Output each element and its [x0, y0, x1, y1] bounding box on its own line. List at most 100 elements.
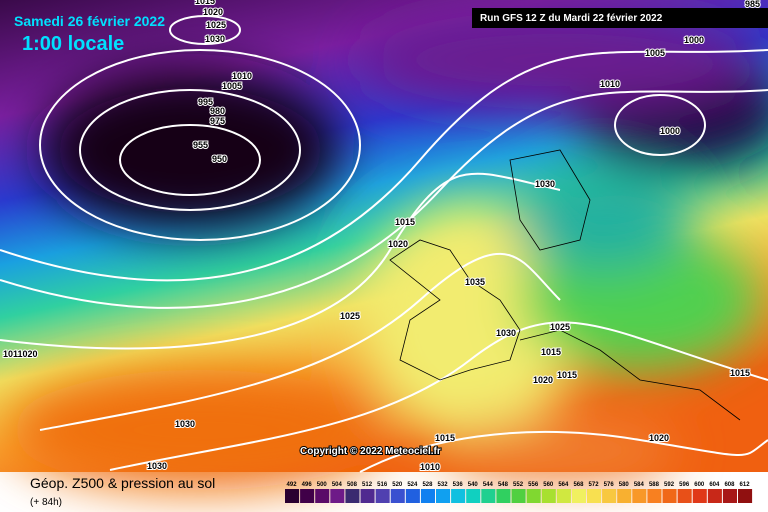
colorbar-cell	[677, 489, 692, 503]
colorbar-cell	[300, 489, 315, 503]
local-time: 1:00 locale	[22, 33, 124, 55]
isobar-label: 995	[198, 97, 213, 107]
colorbar-label: 496	[302, 482, 313, 488]
footer-title: Géop. Z500 & pression au sol	[30, 475, 215, 491]
colorbar-cell	[375, 489, 390, 503]
lead-time: (+ 84h)	[30, 497, 62, 508]
colorbar-label: 560	[543, 482, 554, 488]
colorbar-label: 600	[694, 482, 705, 488]
colorbar: 492 496 500 504 508 512 516 520 524 528 532 536 540 5…	[285, 482, 753, 503]
isobar-label: 1025	[206, 20, 226, 30]
colorbar-cell	[360, 489, 375, 503]
colorbar-cell	[632, 489, 647, 503]
isobar-label: 980	[210, 106, 225, 116]
colorbar-cell	[436, 489, 451, 503]
colorbar-label: 492	[287, 482, 298, 488]
isobar-label: 1015	[435, 433, 455, 443]
isobar-label: 1030	[175, 419, 195, 429]
colorbar-label: 608	[724, 482, 735, 488]
colorbar-label: 588	[649, 482, 660, 488]
colorbar-label: 580	[619, 482, 630, 488]
isobar-label: 955	[193, 140, 208, 150]
isobar-labels: 1015102010251030985100010051010100010101…	[2, 0, 761, 473]
isobar-label: 1035	[465, 277, 485, 287]
isobar-label: 1010	[420, 462, 440, 472]
colorbar-label: 516	[377, 482, 388, 488]
colorbar-label: 500	[317, 482, 328, 488]
colorbar-cell	[420, 489, 435, 503]
colorbar-cell	[647, 489, 662, 503]
colorbar-cell	[496, 489, 511, 503]
colorbar-label: 564	[558, 482, 569, 488]
colorbar-cell	[451, 489, 466, 503]
isobar-label: 1020	[388, 239, 408, 249]
colorbar-label: 524	[407, 482, 418, 488]
isobar-label: 1020	[203, 7, 223, 17]
colorbar-label: 508	[347, 482, 358, 488]
colorbar-cell	[617, 489, 632, 503]
colorbar-label: 512	[362, 482, 373, 488]
isobar-label: 985	[745, 0, 760, 9]
colorbar-cell	[556, 489, 571, 503]
colorbar-label: 556	[528, 482, 539, 488]
colorbar-label: 584	[634, 482, 645, 488]
colorbar-label: 532	[438, 482, 449, 488]
isobar-label: 1030	[496, 328, 516, 338]
map-field	[0, 0, 768, 490]
isobar-label: 1015	[195, 0, 215, 6]
isobar-label: 1020	[533, 375, 553, 385]
isobar-label: 1000	[660, 126, 680, 136]
colorbar-label: 520	[392, 482, 403, 488]
colorbar-cell	[587, 489, 602, 503]
colorbar-label: 572	[589, 482, 600, 488]
colorbar-label: 568	[573, 482, 584, 488]
isobar-label: 1030	[535, 179, 555, 189]
colorbar-label: 548	[498, 482, 509, 488]
colorbar-cell	[722, 489, 737, 503]
colorbar-label: 544	[483, 482, 494, 488]
isobar-label: 1010	[232, 71, 252, 81]
isobar-label: 950	[212, 154, 227, 164]
colorbar-cell	[692, 489, 707, 503]
colorbar-cell	[571, 489, 586, 503]
colorbar-label: 540	[468, 482, 479, 488]
isobar-label: 1025	[340, 311, 360, 321]
colorbar-cell	[602, 489, 617, 503]
colorbar-label: 604	[709, 482, 720, 488]
isobar-label: 1030	[205, 34, 225, 44]
colorbar-cell	[662, 489, 677, 503]
colorbar-label: 552	[513, 482, 524, 488]
isobar-label: 1005	[645, 48, 665, 58]
run-label: Run GFS 12 Z du Mardi 22 février 2022	[480, 13, 663, 24]
colorbar-label: 504	[332, 482, 343, 488]
colorbar-label: 612	[740, 482, 751, 488]
colorbar-cell	[390, 489, 405, 503]
run-banner	[472, 8, 768, 28]
colorbar-label: 536	[453, 482, 464, 488]
isobar-label: 1030	[147, 461, 167, 471]
copyright: Copyright © 2022 Meteociel.fr	[300, 446, 441, 457]
colorbar-cell	[541, 489, 556, 503]
colorbar-cell	[315, 489, 330, 503]
colorbar-cell	[285, 489, 300, 503]
colorbar-cell	[330, 489, 345, 503]
isobar-label: 1025	[550, 322, 570, 332]
colorbar-cell	[466, 489, 481, 503]
colorbar-cell	[405, 489, 420, 503]
isobar-label: 1010	[600, 79, 620, 89]
isobar-label: 1015	[730, 368, 750, 378]
colorbar-cell	[526, 489, 541, 503]
colorbar-label: 592	[664, 482, 675, 488]
isobar-label: 1015	[395, 217, 415, 227]
colorbar-label: 576	[604, 482, 615, 488]
isobar-label: 1020	[649, 433, 669, 443]
colorbar-label: 596	[679, 482, 690, 488]
colorbar-cell	[707, 489, 722, 503]
colorbar-label: 528	[422, 482, 433, 488]
isobar-label: 1011020	[3, 349, 38, 359]
colorbar-cell	[511, 489, 526, 503]
isobar-label: 1005	[222, 81, 242, 91]
isobar-label: 1015	[541, 347, 561, 357]
